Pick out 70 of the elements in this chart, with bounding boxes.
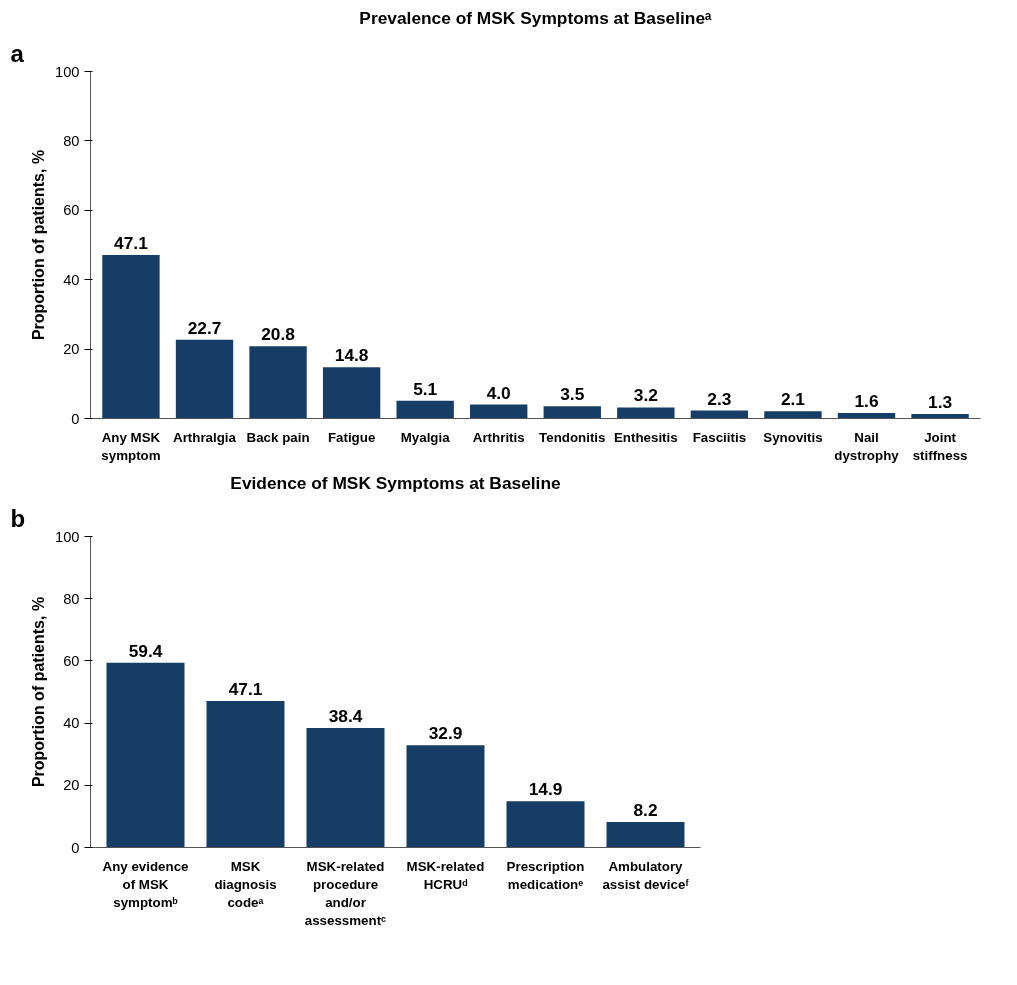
bar: [175, 339, 234, 419]
x-tick-label: Myalgia: [400, 429, 451, 445]
bar: [470, 404, 528, 419]
bar: [606, 822, 685, 848]
x-tick-label: Synovitis: [763, 429, 823, 445]
text: b: [10, 504, 26, 532]
data-label: 47.1: [114, 233, 149, 254]
text: a: [10, 39, 25, 67]
y-tick-label: 40: [63, 271, 80, 288]
data-label: 38.4: [328, 706, 363, 727]
x-tick-label: MSK-related procedure and/or assessmentᶜ: [304, 858, 387, 928]
bar: [396, 400, 454, 419]
data-label: 3.2: [633, 385, 658, 406]
x-tick-label: Tendonitis: [539, 429, 606, 445]
data-label: 2.1: [780, 389, 806, 410]
x-tick-label: Enthesitis: [613, 429, 678, 445]
data-label: 22.7: [187, 317, 222, 338]
bar: [249, 346, 307, 419]
bar: [306, 728, 385, 848]
y-tick-label: 60: [63, 652, 80, 669]
data-label: 1.3: [928, 391, 953, 412]
data-label: 3.5: [560, 384, 585, 405]
bar: [543, 406, 601, 419]
x-tick-label: MSK diagnosis codeᵃ: [214, 858, 277, 910]
data-label: 14.9: [528, 779, 563, 800]
x-tick-label: Prescription medicationᵉ: [506, 858, 585, 892]
data-label: 59.4: [128, 640, 163, 661]
x-tick-label: Ambulatory assist deviceᶠ: [602, 858, 690, 892]
y-tick-label: 80: [63, 590, 80, 607]
data-label: 1.6: [854, 390, 879, 411]
data-label: 5.1: [413, 378, 438, 399]
y-tick-label: 100: [55, 528, 80, 545]
y-axis-title: Proportion of patients, %: [30, 596, 48, 788]
y-tick-label: 20: [63, 341, 80, 358]
y-tick-label: 100: [55, 63, 80, 80]
bar: [506, 801, 585, 848]
bar: [911, 413, 969, 419]
x-tick-label: Arthritis: [472, 429, 525, 445]
x-tick-label: Back pain: [246, 429, 310, 445]
data-label: 2.3: [707, 388, 732, 409]
x-tick-label: Arthralgia: [173, 429, 237, 445]
y-tick-label: 40: [63, 715, 80, 732]
y-tick-label: 60: [63, 202, 80, 219]
bar: [206, 701, 285, 848]
data-label: 20.8: [261, 324, 296, 345]
x-tick-label: Fasciitis: [692, 429, 747, 445]
chart-title: Evidence of MSK Symptoms at Baseline: [230, 472, 562, 493]
x-tick-label: MSK-related HCRUᵈ: [406, 858, 485, 892]
bar: [102, 255, 160, 419]
y-tick-label: 0: [71, 410, 80, 427]
bar: [322, 367, 381, 419]
x-tick-label: Fatigue: [327, 429, 376, 445]
data-label: 4.0: [486, 382, 511, 403]
bar: [764, 411, 822, 419]
y-tick-label: 80: [63, 132, 80, 149]
data-label: 14.8: [334, 345, 369, 366]
y-tick-label: 20: [63, 777, 80, 794]
bar: [617, 407, 675, 419]
x-tick-label: Nail dystrophy: [834, 429, 900, 463]
bar: [106, 662, 185, 848]
x-tick-label: Joint stiffness: [912, 429, 968, 463]
bar: [406, 745, 485, 848]
y-tick-label: 0: [71, 839, 80, 856]
x-tick-label: Any evidence of MSK symptomᵇ: [102, 858, 189, 910]
data-label: 8.2: [633, 800, 658, 820]
data-label: 47.1: [228, 679, 263, 700]
x-tick-label: Any MSK symptom: [101, 429, 161, 463]
chart-title: Prevalence of MSK Symptoms at Baselineᵃ: [359, 7, 713, 28]
data-label: 32.9: [428, 723, 463, 744]
y-axis-title: Proportion of patients, %: [30, 149, 48, 341]
